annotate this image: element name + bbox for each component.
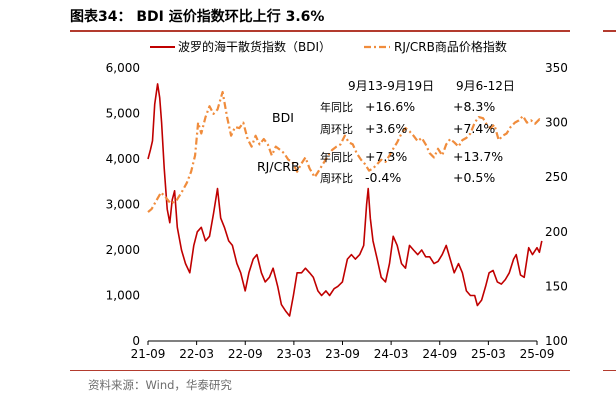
title-rule <box>70 30 570 32</box>
annotation-previous-value: +13.7% <box>453 149 503 164</box>
annotation-row-label: 周环比 <box>320 172 353 185</box>
bdi-annotation-label: BDI <box>272 110 294 125</box>
annotation-current-value: +7.3% <box>365 149 407 164</box>
source-note: 资料来源：Wind，华泰研究 <box>88 378 232 392</box>
page-title: 图表34： BDI 运价指数环比上行 3.6% <box>70 9 325 25</box>
bdi-series-line <box>147 83 543 317</box>
y-left-tick-label: 4,000 <box>106 152 140 166</box>
y-right-tick-label: 200 <box>545 225 568 239</box>
crb-series-line <box>147 90 543 213</box>
y-left-tick-label: 6,000 <box>106 61 140 75</box>
annotation-row-label: 年同比 <box>320 100 353 114</box>
x-tick-label: 21-09 <box>131 347 166 361</box>
y-left-tick-label: 0 <box>132 334 140 348</box>
annotation-previous-value: +8.3% <box>453 99 495 114</box>
y-left-tick-label: 5,000 <box>106 107 140 121</box>
annotation-current-value: +16.6% <box>365 99 415 114</box>
y-left-tick-label: 2,000 <box>106 243 140 257</box>
x-tick-label: 23-03 <box>276 347 311 361</box>
period-header-previous: 9月6-12日 <box>456 79 515 93</box>
annotation-previous-value: +0.5% <box>453 170 495 185</box>
annotation-row-label: 年同比 <box>320 150 353 164</box>
y-right-tick-label: 150 <box>545 279 568 293</box>
chart-legend: 波罗的海干散货指数（BDI） RJ/CRB商品价格指数 <box>150 39 507 54</box>
y-right-tick-label: 250 <box>545 170 568 184</box>
legend-crb-label: RJ/CRB商品价格指数 <box>394 39 507 54</box>
annotation-current-value: -0.4% <box>365 170 401 185</box>
y-left-tick-label: 1,000 <box>106 289 140 303</box>
legend-bdi-label: 波罗的海干散货指数（BDI） <box>178 39 331 54</box>
x-tick-label: 24-09 <box>422 347 457 361</box>
series-layer <box>147 83 543 317</box>
y-left-tick-label: 3,000 <box>106 198 140 212</box>
x-tick-label: 25-03 <box>471 347 506 361</box>
y-right-tick-label: 300 <box>545 116 568 130</box>
period-header-current: 9月13-9月19日 <box>348 79 434 93</box>
adjacent-panel-footer-rule <box>603 370 616 371</box>
x-tick-label: 22-09 <box>228 347 263 361</box>
x-tick-label: 25-09 <box>520 347 555 361</box>
y-right-tick-label: 350 <box>545 61 568 75</box>
chart-axes: 21-09 22-03 22-09 23-03 23-09 24-03 24-09 25-03… <box>106 61 568 361</box>
adjacent-panel-rule <box>603 30 616 32</box>
annotation-current-value: +3.6% <box>365 121 407 136</box>
x-tick-label: 22-03 <box>179 347 214 361</box>
annotation-row-label: 周环比 <box>320 123 353 136</box>
annotation-previous-value: +7.4% <box>453 121 495 136</box>
y-right-tick-label: 100 <box>545 334 568 348</box>
x-tick-label: 24-03 <box>374 347 409 361</box>
crb-annotation-label: RJ/CRB <box>257 159 300 174</box>
footer-rule <box>70 370 570 371</box>
x-tick-label: 23-09 <box>325 347 360 361</box>
